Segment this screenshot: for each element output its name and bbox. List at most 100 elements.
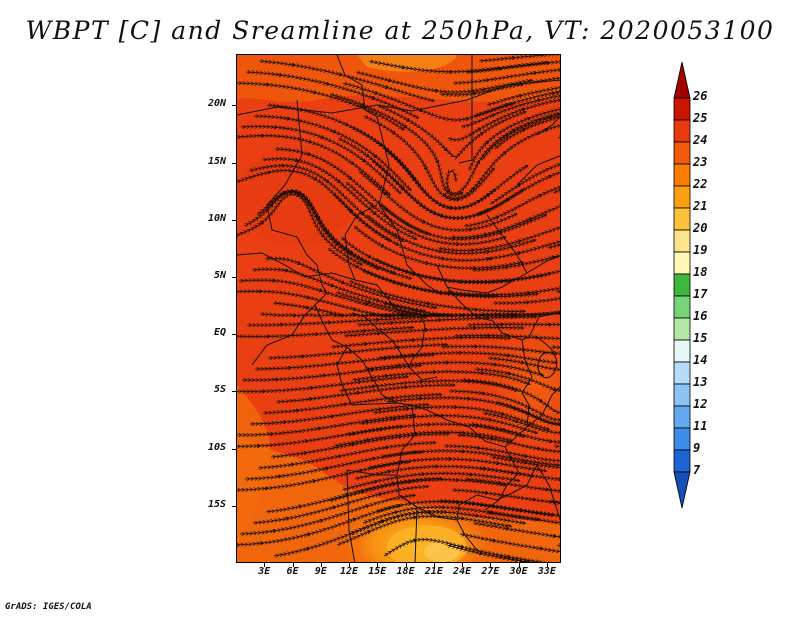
streamline-arrow (548, 322, 552, 327)
streamline-arrow (507, 336, 512, 341)
streamline-arrow (390, 396, 395, 400)
streamline-arrow (511, 56, 516, 60)
streamline-arrow (260, 133, 265, 138)
streamline-arrow (284, 268, 289, 273)
streamline-arrow (418, 363, 423, 368)
lat-tick-mark (232, 219, 236, 221)
streamline-arrow (273, 125, 278, 130)
streamline-arrow (278, 72, 283, 77)
streamline-arrow (458, 350, 463, 355)
color-bar-segment (673, 449, 691, 473)
streamline-arrow (441, 505, 446, 510)
streamline-arrow (478, 292, 483, 297)
streamline-arrow (376, 331, 381, 336)
streamline-arrow (314, 332, 319, 337)
streamline-arrow (526, 559, 530, 562)
lat-tick-mark (232, 162, 236, 164)
streamline-arrow (383, 356, 388, 361)
streamline-arrow (533, 315, 538, 319)
streamline-arrow (411, 338, 416, 342)
lon-tick-mark (349, 563, 351, 567)
streamline-arrow (432, 440, 437, 445)
streamline-arrow (466, 396, 471, 401)
streamline-arrow (281, 163, 286, 168)
lon-tick-mark (377, 563, 379, 567)
streamline (493, 556, 561, 562)
lon-tick-mark (405, 563, 407, 567)
streamline-arrow (453, 405, 458, 409)
streamline-arrow (461, 449, 466, 454)
lon-tick-mark (490, 563, 492, 567)
streamline-arrow (398, 503, 403, 508)
streamline-arrow (432, 370, 437, 375)
streamline-arrow (267, 170, 272, 175)
color-bar-segment (673, 119, 691, 143)
streamline-arrow (547, 175, 552, 179)
streamline-arrow (271, 278, 276, 283)
lat-tick-label: 5N (213, 270, 226, 282)
color-bar-label: 16 (693, 309, 708, 323)
streamline-arrow (389, 321, 394, 325)
streamline-arrow (307, 152, 312, 156)
lon-tick-mark (264, 563, 266, 567)
color-bar-segment (673, 405, 691, 429)
color-bar-label: 15 (693, 331, 708, 345)
streamline-arrow (475, 424, 480, 428)
streamline-arrow (556, 112, 560, 116)
color-bar-segment (673, 207, 691, 231)
lon-tick-label: 3E (258, 566, 271, 577)
streamline-arrow (445, 360, 450, 365)
lon-tick-mark (433, 563, 435, 567)
lat-tick-label: 20N (207, 98, 226, 110)
lon-tick-label: 12E (340, 566, 359, 577)
streamline-arrow (522, 521, 527, 525)
streamline-arrow (412, 413, 417, 418)
streamline-arrow (448, 457, 453, 461)
streamline-arrow (291, 62, 296, 67)
streamline (343, 328, 524, 336)
lon-tick-mark (546, 563, 548, 567)
streamline-arrow (533, 71, 538, 75)
lon-tick-mark (518, 563, 520, 567)
streamline-arrow (427, 422, 432, 427)
streamline (556, 545, 560, 547)
streamline-arrow (508, 523, 513, 528)
color-bar-segment (673, 141, 691, 165)
color-bar-segment (673, 273, 691, 297)
streamline-arrow (525, 300, 530, 305)
streamline-arrow (460, 544, 465, 549)
map-canvas (237, 55, 561, 562)
color-bar-segment (673, 427, 691, 451)
lat-tick-mark (232, 448, 236, 450)
streamline-arrow (295, 193, 300, 197)
color-bar-label: 18 (693, 265, 708, 279)
color-bar-label: 19 (693, 243, 708, 257)
streamline-arrow (446, 432, 451, 436)
lon-tick-label: 9E (314, 566, 327, 577)
streamline-arrow (482, 466, 487, 471)
lat-tick-mark (232, 334, 236, 336)
streamline-arrow (258, 289, 263, 294)
streamline-arrow (305, 547, 310, 551)
streamline-arrow (455, 478, 460, 482)
streamline (553, 446, 560, 447)
streamline-arrow (444, 342, 449, 347)
color-bar-segment (673, 317, 691, 341)
lat-tick-mark (232, 391, 236, 393)
color-bar-segment (673, 62, 691, 99)
color-bar-label: 14 (693, 353, 708, 367)
streamline-arrow (452, 383, 456, 387)
streamline-arrow (399, 424, 404, 429)
streamline-arrow (538, 194, 543, 198)
lon-tick-label: 30E (509, 566, 528, 577)
streamline-arrow (308, 139, 313, 144)
color-bar-label: 22 (693, 177, 708, 191)
streamline-arrow (472, 326, 477, 330)
lon-tick-label: 33E (537, 566, 556, 577)
lat-tick-label: 15N (207, 155, 226, 167)
streamline-arrow (312, 90, 317, 95)
streamline-arrow (467, 379, 472, 384)
color-bar-label: 7 (693, 463, 701, 477)
country-boundaries (237, 55, 560, 562)
streamline-arrow (528, 217, 533, 221)
